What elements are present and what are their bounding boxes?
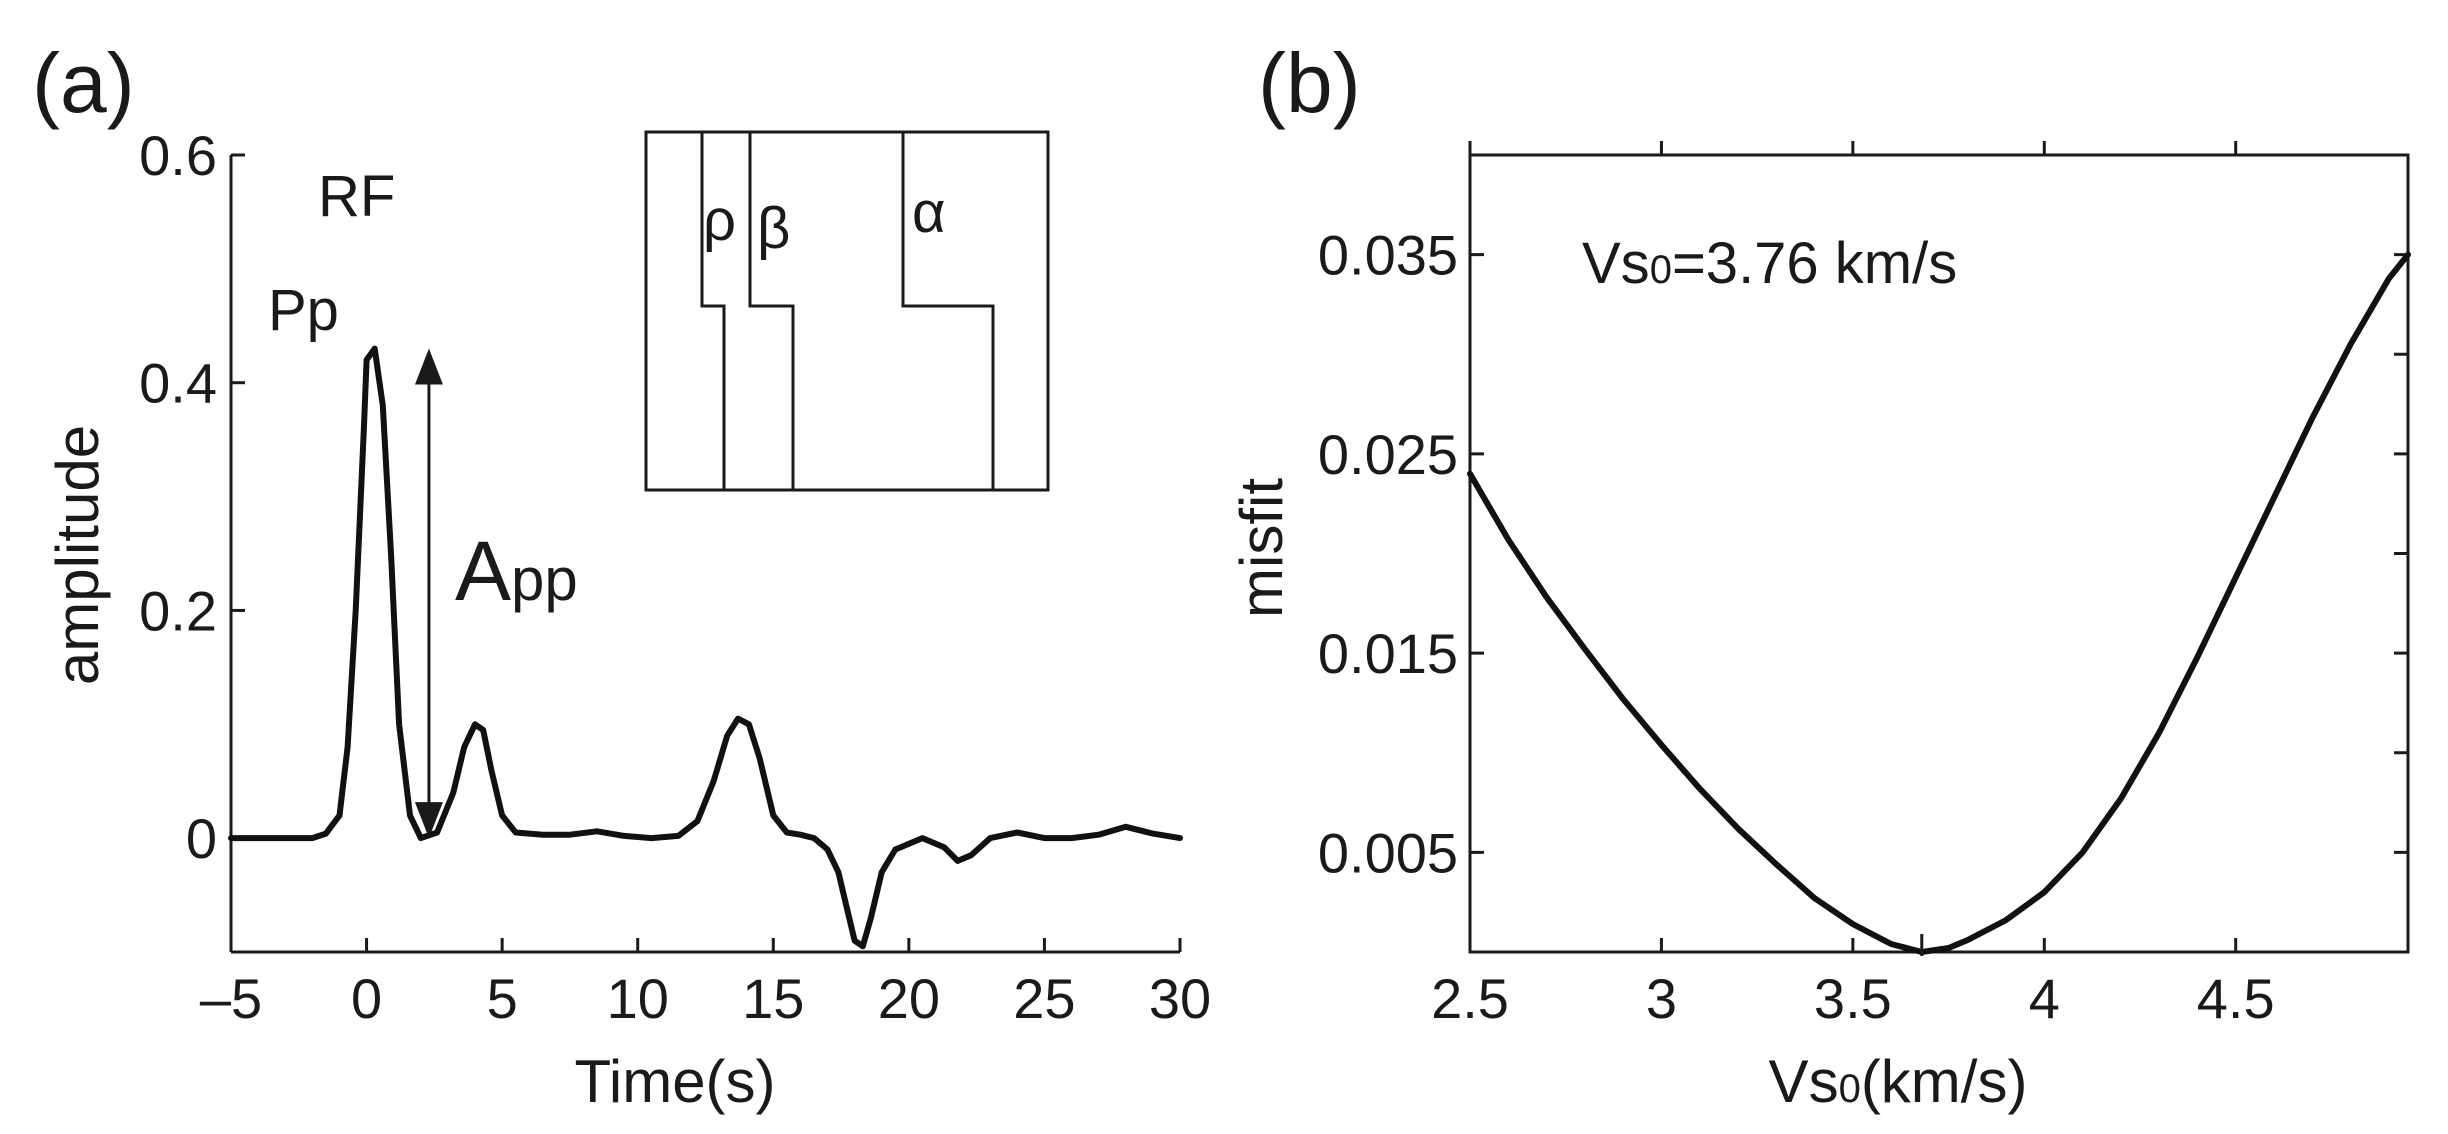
- panel-a-y-tick-label: 0.2: [139, 579, 217, 642]
- panel-a-x-axis-label: Time(s): [574, 1048, 775, 1115]
- panel-b-x-axis-label: Vs0(km/s): [1769, 1048, 2028, 1115]
- panel-b-label: (b): [1258, 36, 1361, 130]
- best-vs0-annotation: Vs0=3.76 km/s: [1582, 231, 1957, 296]
- panel-b-x-ticks: 2.5 3 3.5 4 4.5: [1431, 141, 2275, 1030]
- panel-a-y-tick-label: 0: [186, 807, 217, 870]
- inset-rho-label: ρ: [703, 188, 736, 253]
- panel-a-y-ticks: 0 0.2 0.4 0.6: [139, 124, 245, 870]
- panel-b-misfit-curve: [1467, 251, 2411, 955]
- panel-a: (a) RF –5 0 5 10 15 20 25 30 0 0.2 0.4 0.6 Time(s)…: [32, 36, 1211, 1115]
- panel-b-y-ticks: 0.005 0.015 0.025 0.035: [1318, 224, 1484, 884]
- panel-a-y-axis-label: amplitude: [44, 425, 111, 685]
- best-vs0-annotation-main: Vs: [1582, 231, 1650, 296]
- panel-b-x-tick-label: 4.5: [2197, 967, 2275, 1030]
- panel-a-title: RF: [318, 164, 395, 229]
- panel-a-label: (a): [32, 36, 135, 130]
- panel-b-x-tick-label: 2.5: [1431, 967, 1509, 1030]
- inset-alpha-label: α: [912, 180, 946, 245]
- panel-b-y-tick-label: 0.035: [1318, 224, 1458, 287]
- panel-b-x-axis-label-main: Vs: [1769, 1048, 1839, 1115]
- amplitude-double-arrow: [414, 348, 443, 839]
- panel-b-y-tick-label: 0.025: [1318, 423, 1458, 486]
- panel-a-x-tick-label: 15: [742, 967, 804, 1030]
- inset-frame: [644, 130, 1050, 492]
- inset-p-velocity-profile: [901, 132, 995, 490]
- amplitude-arrow-head-up: [414, 348, 443, 385]
- best-vs0-annotation-tail: =3.76 km/s: [1672, 231, 1957, 296]
- amplitude-arrow-head-down: [414, 802, 443, 839]
- app-label-main: A: [455, 524, 511, 618]
- panel-b-x-tick-label: 4: [2029, 967, 2060, 1030]
- panel-a-y-tick-label: 0.6: [139, 124, 217, 187]
- panel-a-x-tick-label: 5: [487, 967, 518, 1030]
- app-label: App: [455, 524, 578, 618]
- panel-a-axes: [229, 155, 1180, 954]
- panel-b-frame-ticks: [2394, 253, 2408, 854]
- panel-b-y-axis-label: misfit: [1228, 478, 1295, 618]
- pp-label: Pp: [268, 278, 339, 343]
- panel-b-x-tick-label: 3: [1646, 967, 1677, 1030]
- panel-b-y-tick-label: 0.005: [1318, 821, 1458, 884]
- velocity-model-inset: ρ β α: [644, 130, 1050, 492]
- panel-a-rf-curve: [228, 345, 1183, 950]
- panel-b-x-axis-label-sub: 0: [1839, 1067, 1861, 1111]
- app-label-subscript: pp: [511, 546, 578, 613]
- panel-a-x-tick-label: 25: [1013, 967, 1075, 1030]
- panel-b-x-axis-label-tail: (km/s): [1861, 1048, 2028, 1115]
- panel-a-x-tick-label: 20: [878, 967, 940, 1030]
- panel-a-x-ticks: –5 0 5 10 15 20 25 30: [200, 938, 1211, 1030]
- panel-a-x-tick-label: 30: [1149, 967, 1211, 1030]
- inset-beta-label: β: [757, 196, 790, 261]
- panel-a-x-tick-label: 0: [351, 967, 382, 1030]
- panel-b-x-tick-label: 3.5: [1814, 967, 1892, 1030]
- panel-a-x-tick-label: –5: [200, 967, 262, 1030]
- panel-a-x-tick-label: 10: [607, 967, 669, 1030]
- panel-b-y-tick-label: 0.015: [1318, 622, 1458, 685]
- best-vs0-annotation-sub: 0: [1650, 248, 1672, 292]
- panel-a-y-tick-label: 0.4: [139, 352, 217, 415]
- inset-density-profile: [700, 132, 726, 490]
- inset-s-velocity-profile: [748, 132, 795, 490]
